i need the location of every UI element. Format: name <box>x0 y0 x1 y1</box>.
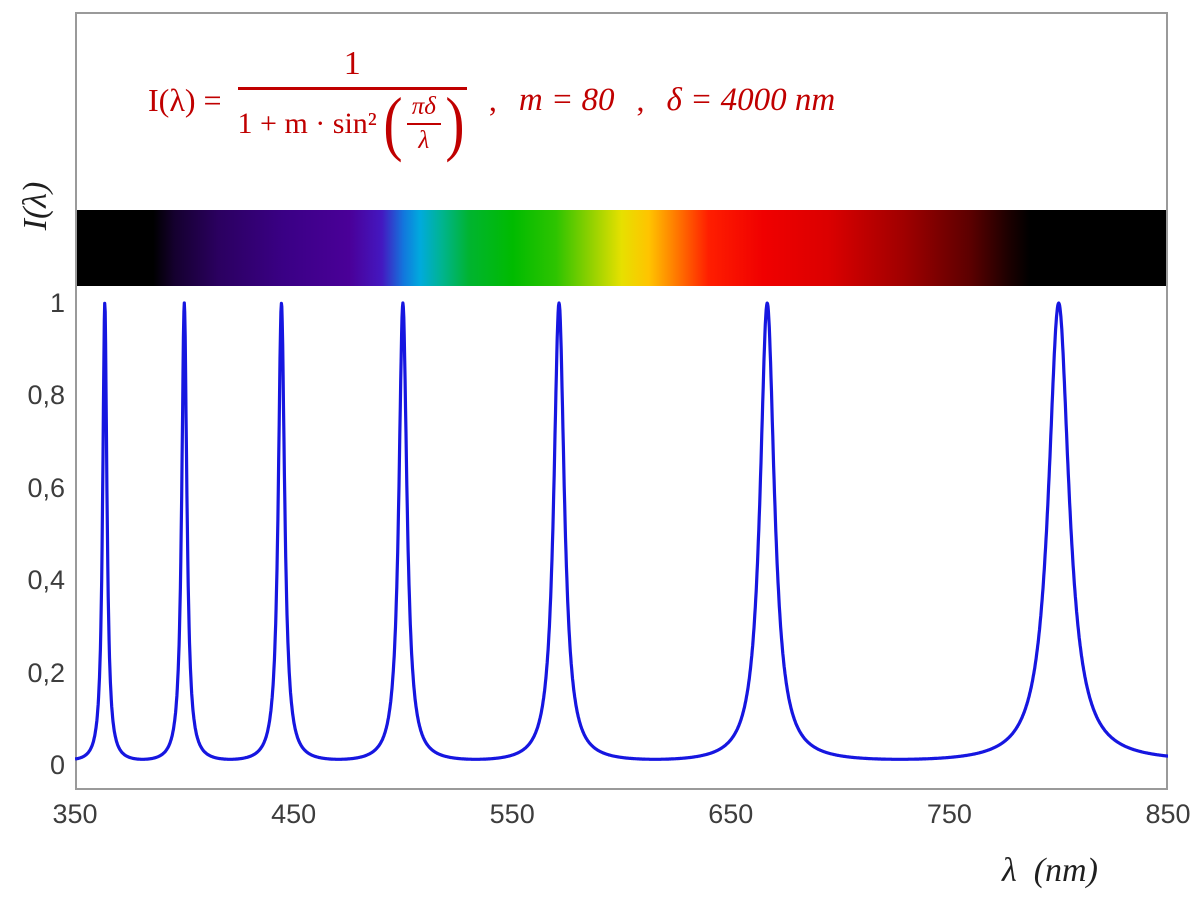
close-paren: ) <box>445 83 465 164</box>
m-value: m = 80 <box>518 81 615 118</box>
formula-comma-1: , <box>488 81 497 118</box>
y-tick-1: 1 <box>49 288 65 318</box>
formula-comma-2: , <box>636 81 645 118</box>
x-tick-450: 450 <box>271 799 317 829</box>
fraction-numerator: 1 <box>343 45 361 82</box>
inner-fraction-denominator: λ <box>418 127 430 154</box>
x-tick-350: 350 <box>52 799 98 829</box>
intensity-curve-plot <box>75 301 1168 761</box>
y-tick-0: 0 <box>49 750 65 780</box>
y-tick-0_2: 0,2 <box>27 657 65 688</box>
formula-lhs: I(λ) = <box>148 81 222 118</box>
delta-value: δ = 4000 nm <box>666 81 836 118</box>
y-tick-0_8: 0,8 <box>27 380 65 411</box>
open-paren: ( <box>383 83 403 164</box>
formula: I(λ) = 1 1 + m · sin² ( πδ λ ) , m = 80 … <box>148 28 835 172</box>
denominator-prefix: 1 + m · sin² <box>237 107 377 140</box>
y-tick-0_4: 0,4 <box>27 565 65 596</box>
formula-fraction: 1 1 + m · sin² ( πδ λ ) <box>237 45 467 164</box>
x-tick-850: 850 <box>1145 799 1191 829</box>
x-axis-label: λ (nm) <box>1002 852 1098 889</box>
x-tick-550: 550 <box>489 799 535 829</box>
intensity-curve <box>75 301 1168 761</box>
y-axis-label: I(λ) <box>17 181 54 231</box>
inner-fraction: πδ λ <box>406 93 441 155</box>
plot-frame <box>75 12 1168 790</box>
x-tick-650: 650 <box>708 799 754 829</box>
inner-fraction-numerator: πδ <box>406 93 441 125</box>
fraction-bar <box>237 87 467 90</box>
y-tick-0_6: 0,6 <box>27 472 65 503</box>
x-tick-750: 750 <box>926 799 972 829</box>
spectrum-bar <box>77 210 1166 286</box>
fraction-denominator: 1 + m · sin² ( πδ λ ) <box>237 83 467 164</box>
